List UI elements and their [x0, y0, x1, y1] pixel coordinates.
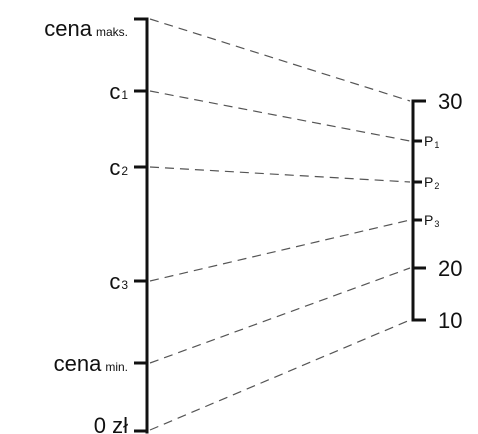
label-p1: P1 [424, 133, 439, 150]
left-scale: cena maks. c1 c2 c3 cena min. 0 zł [44, 16, 149, 434]
label-r30: 30 [438, 89, 462, 114]
connection-zero-r10 [149, 319, 411, 431]
connection-lines [149, 18, 411, 431]
label-r20: 20 [438, 256, 462, 281]
connection-c1-p1 [149, 90, 411, 142]
label-c2: c2 [109, 155, 128, 180]
connection-c2-p2 [149, 166, 411, 183]
label-p3: P3 [424, 212, 439, 229]
label-c1: c1 [109, 79, 128, 104]
label-r10: 10 [438, 308, 462, 333]
label-zero: 0 zł [94, 413, 128, 434]
label-p2: P2 [424, 174, 439, 191]
connection-cena-maks-r30 [149, 18, 411, 102]
connection-cena-min-r20 [149, 267, 411, 364]
right-scale: 30 P1 P2 P3 20 10 [411, 89, 462, 333]
label-cena-maks: cena maks. [44, 16, 128, 41]
connection-c3-p3 [149, 219, 411, 282]
label-cena-min: cena min. [54, 351, 128, 376]
label-c3: c3 [109, 269, 128, 294]
